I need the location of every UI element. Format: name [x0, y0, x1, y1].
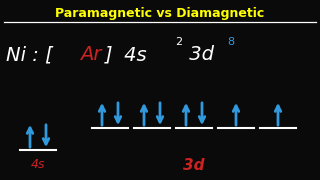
Text: 4s: 4s — [31, 159, 45, 172]
Text: 3d: 3d — [183, 46, 214, 64]
Text: Ni : [: Ni : [ — [6, 46, 53, 64]
Text: Ar: Ar — [80, 46, 101, 64]
Text: Paramagnetic vs Diamagnetic: Paramagnetic vs Diamagnetic — [55, 8, 265, 21]
Text: ]  4s: ] 4s — [105, 46, 148, 64]
Text: 8: 8 — [227, 37, 234, 47]
Text: 2: 2 — [175, 37, 182, 47]
Text: 3d: 3d — [183, 158, 205, 172]
